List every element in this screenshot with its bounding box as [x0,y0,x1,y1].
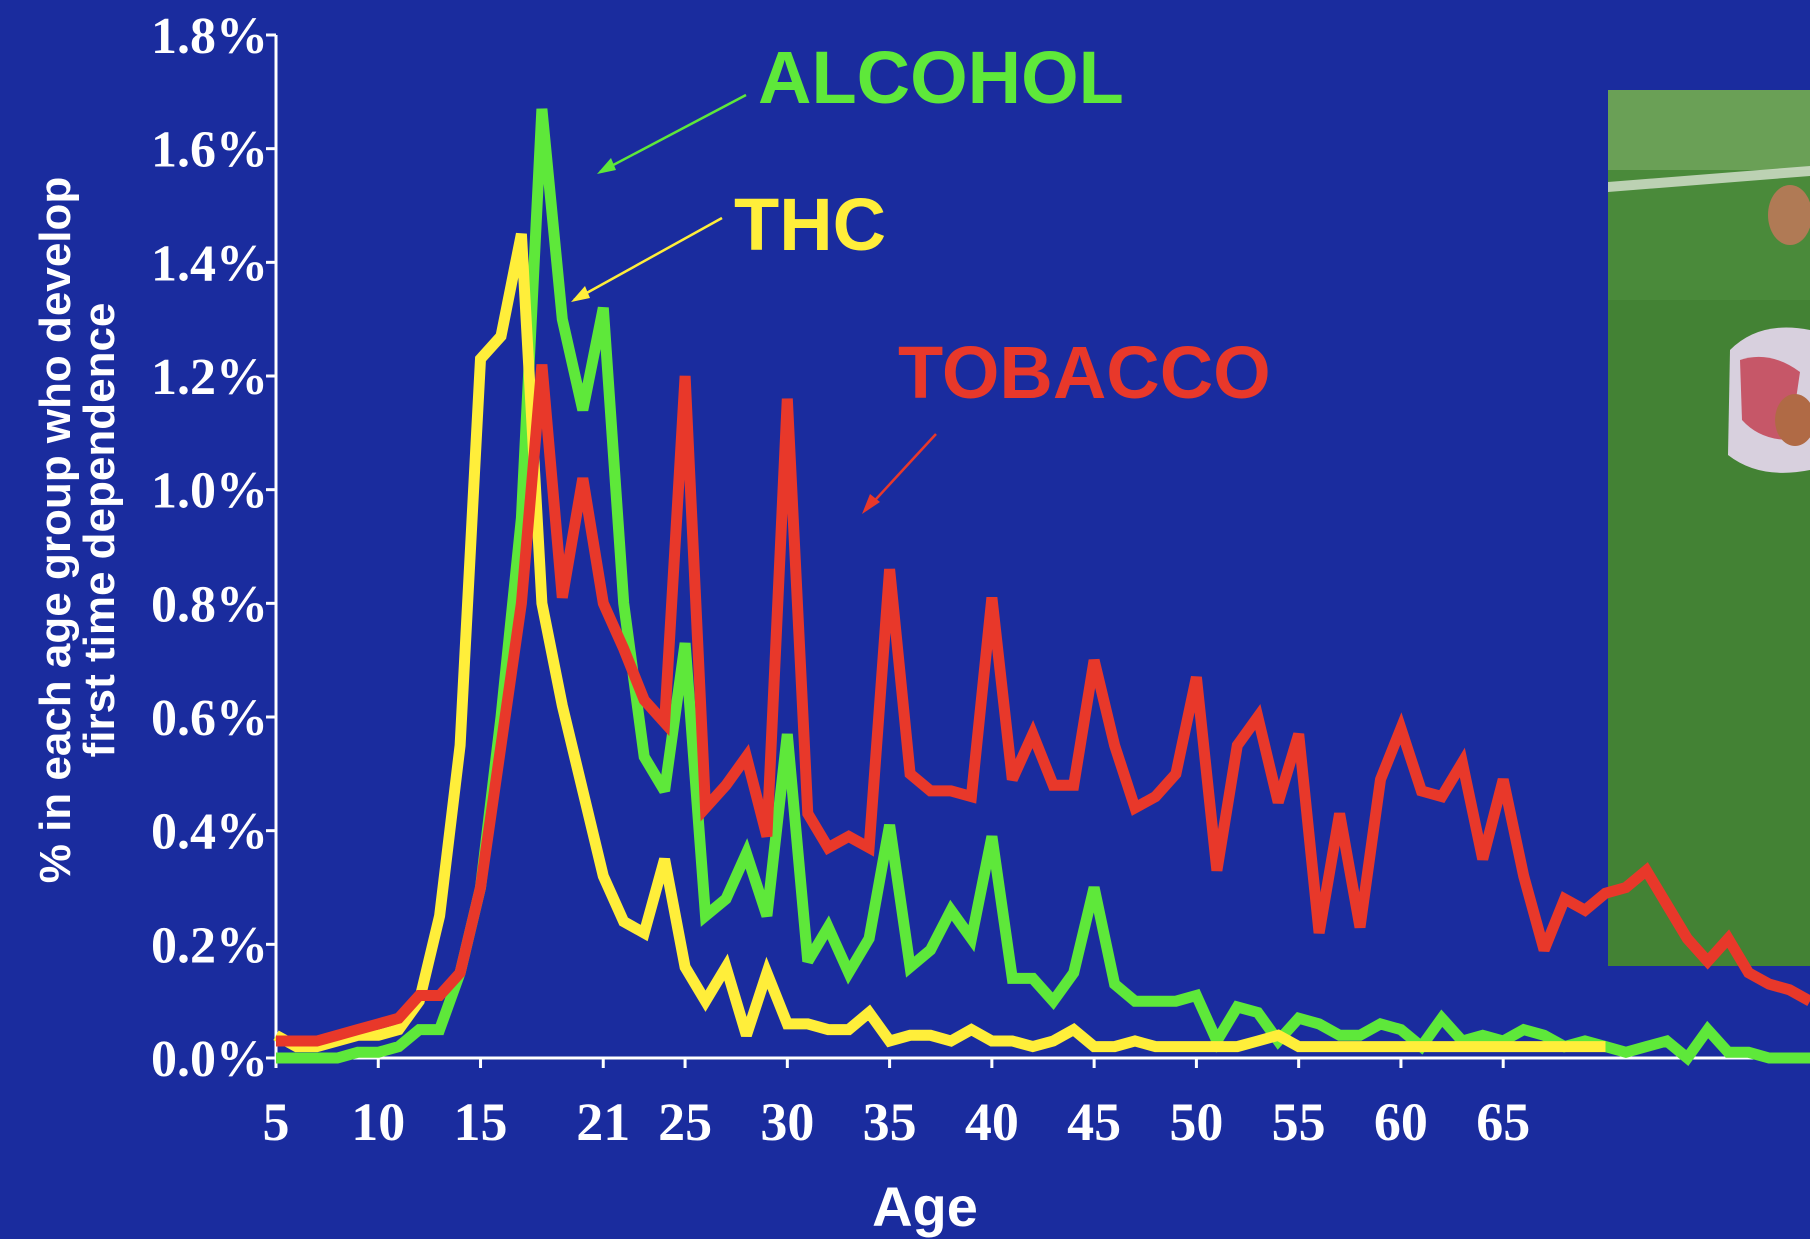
y-tick-label: 1.4% [151,235,268,292]
x-axis-title: Age [872,1175,978,1238]
thc-arrowhead-icon [571,286,590,302]
photo-inset [1608,90,1810,966]
x-tick-label: 5 [263,1092,290,1152]
series-line-thc [273,232,1606,1053]
series-line-tobacco [276,364,1810,1047]
x-tick-label: 45 [1067,1092,1121,1152]
y-axis-title-line2: first time dependence [75,303,124,758]
x-tick-label: 30 [760,1092,814,1152]
y-tick-label: 0.0% [151,1031,268,1088]
y-tick-label: 0.2% [151,917,268,974]
x-tick-label: 25 [658,1092,712,1152]
x-tick-label: 55 [1272,1092,1326,1152]
x-tick-label: 21 [576,1092,630,1152]
x-tick-label: 10 [351,1092,405,1152]
thc-label: THC [734,183,886,266]
axis-ticks: 0.0% 0.2% 0.4% 0.6% 0.8% 1.0% 1.2% 1.4% 1.6% 1.8%… [151,8,1530,1152]
y-tick-label: 0.4% [151,804,268,861]
x-tick-label: 65 [1476,1092,1530,1152]
y-axis-title-line1: % in each age group who develop [31,177,80,884]
alcohol-label: ALCOHOL [758,36,1124,119]
x-tick-label: 40 [965,1092,1019,1152]
x-tick-label: 60 [1374,1092,1428,1152]
y-tick-label: 1.8% [151,8,268,65]
y-tick-label: 1.6% [151,122,268,179]
x-tick-label: 15 [454,1092,508,1152]
tobacco-arrowhead-icon [862,494,880,514]
y-axis-title: % in each age group who develop first ti… [31,177,124,884]
y-tick-label: 1.0% [151,463,268,520]
alcohol-pointer [599,93,747,174]
y-tick-label: 1.2% [151,349,268,406]
tobacco-label: TOBACCO [898,331,1271,414]
thc-pointer [573,216,723,302]
series-annotations: ALCOHOL THC TOBACCO [571,36,1271,514]
y-tick-label: 0.6% [151,690,268,747]
y-tick-label: 0.8% [151,576,268,633]
series-lines [273,108,1810,1066]
x-tick-label: 50 [1169,1092,1223,1152]
series-line-alcohol [276,108,1810,1066]
x-tick-label: 35 [863,1092,917,1152]
tobacco-pointer [865,433,937,511]
alcohol-arrowhead-icon [597,158,616,174]
